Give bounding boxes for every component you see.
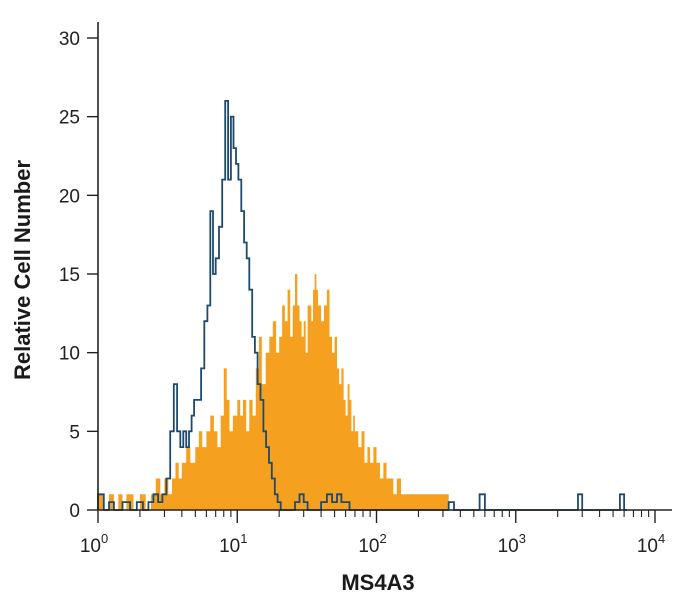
y-tick-label: 0: [69, 501, 80, 522]
axes: [97, 22, 672, 511]
x-tick-label: 104: [637, 531, 665, 557]
series-1-outline: [97, 100, 628, 511]
y-axis-title: Relative Cell Number: [10, 160, 35, 381]
y-tick-label: 15: [59, 265, 80, 286]
y-tick-label: 30: [59, 29, 80, 50]
y-tick-label: 20: [59, 186, 80, 207]
plot-area: [97, 100, 628, 511]
x-axis-title: MS4A3: [341, 570, 414, 595]
x-tick-label: 100: [80, 531, 108, 557]
y-ticks: 0 5 10 15 20 25 30: [59, 29, 98, 522]
x-tick-label: 103: [498, 531, 526, 557]
x-tick-label: 101: [219, 531, 247, 557]
x-tick-label: 102: [358, 531, 386, 557]
y-tick-label: 10: [59, 344, 80, 365]
series-0-fill: [98, 274, 452, 510]
x-ticks: 100 101 102 103 104: [80, 510, 665, 557]
y-tick-label: 25: [59, 108, 80, 129]
y-tick-label: 5: [69, 422, 80, 443]
